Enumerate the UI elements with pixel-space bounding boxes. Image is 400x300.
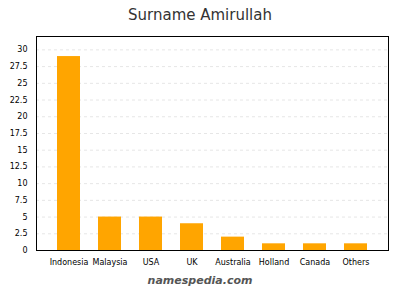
svg-text:2.5: 2.5 (15, 229, 28, 238)
html-text:Surname Amirullah: Surname Amirullah (128, 6, 272, 24)
svg-text:22.5: 22.5 (10, 96, 28, 105)
svg-text:5: 5 (22, 213, 27, 222)
svg-text:20: 20 (17, 112, 27, 121)
svg-text:Canada: Canada (300, 258, 331, 267)
svg-text:UK: UK (186, 258, 198, 267)
svg-text:Malaysia: Malaysia (93, 258, 128, 267)
svg-text:Australia: Australia (215, 258, 250, 267)
svg-text:USA: USA (143, 258, 160, 267)
svg-text:Holland: Holland (259, 258, 289, 267)
html-text:namespedia.com: namespedia.com (147, 274, 253, 287)
svg-text:12.5: 12.5 (10, 162, 28, 171)
svg-text:30: 30 (17, 45, 27, 54)
svg-text:17.5: 17.5 (10, 129, 28, 138)
svg-text:27.5: 27.5 (10, 62, 28, 71)
svg-text:Indonesia: Indonesia (50, 258, 89, 267)
svg-text:0: 0 (22, 246, 27, 255)
svg-text:7.5: 7.5 (15, 196, 28, 205)
svg-text:15: 15 (17, 146, 27, 155)
svg-text:Others: Others (343, 258, 370, 267)
svg-text:25: 25 (17, 79, 27, 88)
svg-text:10: 10 (17, 179, 27, 188)
